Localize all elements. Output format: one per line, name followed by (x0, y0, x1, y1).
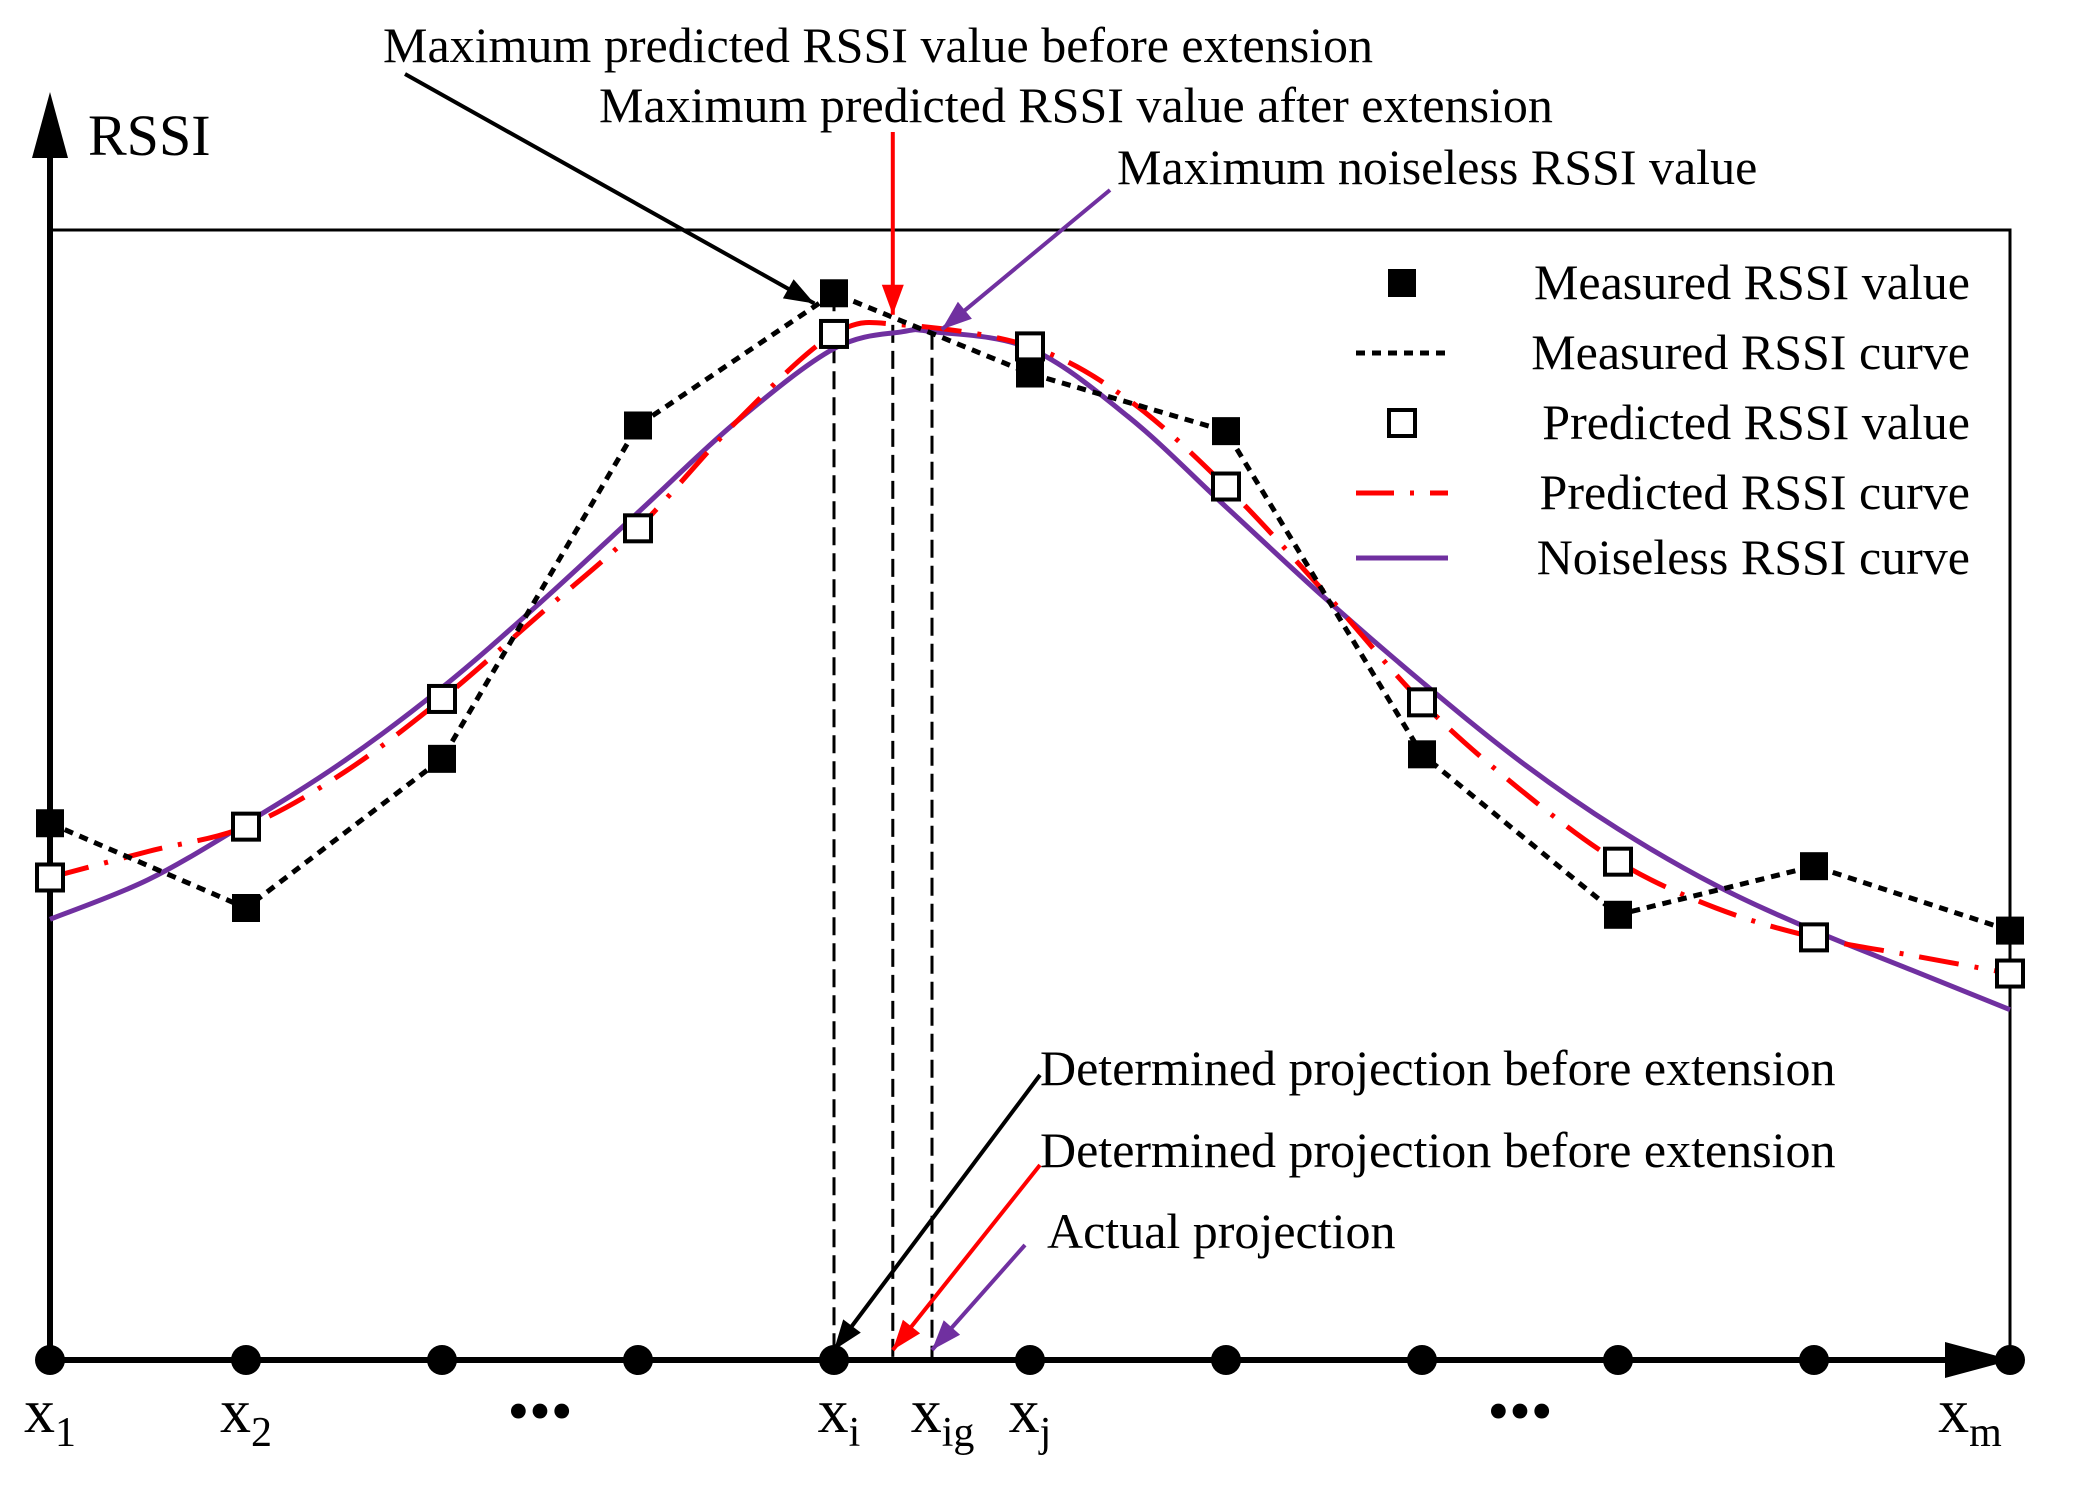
annotation-arrow-line-2 (940, 188, 1112, 331)
measured-rssi-point-6 (1212, 417, 1240, 446)
annotation-arrowhead-1 (881, 284, 904, 315)
annotation-label-5: Actual projection (1047, 1203, 1396, 1259)
x-tick-dot-4 (819, 1345, 849, 1375)
predicted-rssi-point-8 (1603, 846, 1633, 877)
measured-rssi-point-0 (36, 809, 64, 838)
legend-label-0: Measured RSSI value (1534, 254, 1970, 310)
x-tick-label-7: xm (1938, 1378, 2002, 1456)
x-tick-dot-0 (35, 1345, 65, 1375)
predicted-rssi-point-0 (35, 862, 65, 893)
x-tick-dot-3 (623, 1345, 653, 1375)
measured-rssi-point-4 (820, 279, 848, 308)
x-tick-label-base: x (818, 1378, 849, 1446)
x-tick-label-subscript: 1 (55, 1410, 76, 1456)
x-tick-label-base: x (1009, 1378, 1040, 1446)
x-tick-label-base: x (220, 1378, 251, 1446)
annotation-label-0: Maximum predicted RSSI value before exte… (383, 17, 1373, 73)
predicted-rssi-point-3 (623, 513, 653, 544)
x-tick-label-subscript: ig (942, 1410, 975, 1456)
annotation-arrowhead-0 (782, 279, 815, 304)
y-axis-arrowhead (32, 92, 68, 158)
x-tick-label-0: x1 (24, 1378, 76, 1456)
x-tick-dot-5 (1015, 1345, 1045, 1375)
y-axis-label: RSSI (88, 103, 211, 168)
x-tick-label-subscript: j (1038, 1410, 1052, 1456)
annotation-arrowhead-3 (834, 1319, 861, 1350)
x-tick-label-base: x (24, 1378, 55, 1446)
measured-rssi-point-8 (1604, 900, 1632, 929)
annotation-label-4: Determined projection before extension (1040, 1122, 1836, 1178)
annotation-label-1: Maximum predicted RSSI value after exten… (599, 77, 1553, 133)
x-tick-label-3: xi (818, 1378, 861, 1456)
annotation-label-2: Maximum noiseless RSSI value (1117, 139, 1757, 195)
x-axis-arrowhead (1945, 1342, 2012, 1378)
x-tick-label-2: ••• (507, 1378, 572, 1446)
noiseless-rssi-curve (49, 327, 2011, 1013)
legend-label-4: Noiseless RSSI curve (1537, 529, 1970, 585)
x-tick-label-base: ••• (1487, 1378, 1552, 1446)
annotation-arrow-line-4 (891, 1163, 1042, 1352)
x-tick-label-6: ••• (1487, 1378, 1552, 1446)
annotation-arrowhead-5 (932, 1320, 961, 1350)
measured-rssi-point-3 (624, 411, 652, 440)
x-tick-dot-8 (1603, 1345, 1633, 1375)
x-tick-dot-2 (427, 1345, 457, 1375)
predicted-rssi-point-6 (1211, 471, 1241, 502)
legend-label-1: Measured RSSI curve (1531, 324, 1970, 380)
predicted-rssi-point-10 (1995, 958, 2025, 989)
legend-symbol-predicted-value (1387, 408, 1417, 438)
predicted-rssi-point-4 (819, 318, 849, 349)
measured-rssi-point-9 (1800, 852, 1828, 881)
x-tick-label-base: ••• (507, 1378, 572, 1446)
x-tick-dot-10 (1995, 1345, 2025, 1375)
x-tick-label-4: xig (911, 1378, 975, 1456)
measured-rssi-point-2 (428, 744, 456, 773)
legend-symbol-measured-value (1388, 269, 1416, 297)
predicted-rssi-point-5 (1015, 331, 1045, 362)
predicted-rssi-point-7 (1407, 687, 1437, 718)
predicted-rssi-point-1 (231, 811, 261, 842)
x-tick-dot-7 (1407, 1345, 1437, 1375)
x-tick-dot-1 (231, 1345, 261, 1375)
predicted-rssi-point-9 (1799, 922, 1829, 953)
legend-label-3: Predicted RSSI curve (1540, 464, 1970, 520)
x-tick-label-base: x (1938, 1378, 1969, 1446)
measured-rssi-curve (49, 290, 2011, 933)
x-tick-label-subscript: 2 (251, 1410, 272, 1456)
x-tick-label-subscript: m (1969, 1410, 2002, 1456)
x-tick-dot-6 (1211, 1345, 1241, 1375)
measured-rssi-point-1 (232, 894, 260, 922)
x-tick-label-base: x (911, 1378, 942, 1446)
measured-rssi-point-7 (1408, 740, 1436, 769)
annotation-arrow-line-0 (404, 72, 816, 306)
x-tick-label-1: x2 (220, 1378, 272, 1456)
x-tick-label-subscript: i (849, 1410, 861, 1456)
annotation-label-3: Determined projection before extension (1040, 1040, 1836, 1096)
measured-rssi-point-5 (1016, 359, 1044, 388)
measured-rssi-point-10 (1996, 916, 2024, 945)
x-tick-label-5: xj (1009, 1378, 1052, 1456)
legend-label-2: Predicted RSSI value (1542, 394, 1970, 450)
annotation-arrowhead-2 (941, 301, 972, 330)
annotation-arrowhead-4 (892, 1319, 921, 1350)
x-tick-dot-9 (1799, 1345, 1829, 1375)
predicted-rssi-point-2 (427, 683, 457, 714)
annotation-arrow-line-3 (832, 1073, 1042, 1352)
